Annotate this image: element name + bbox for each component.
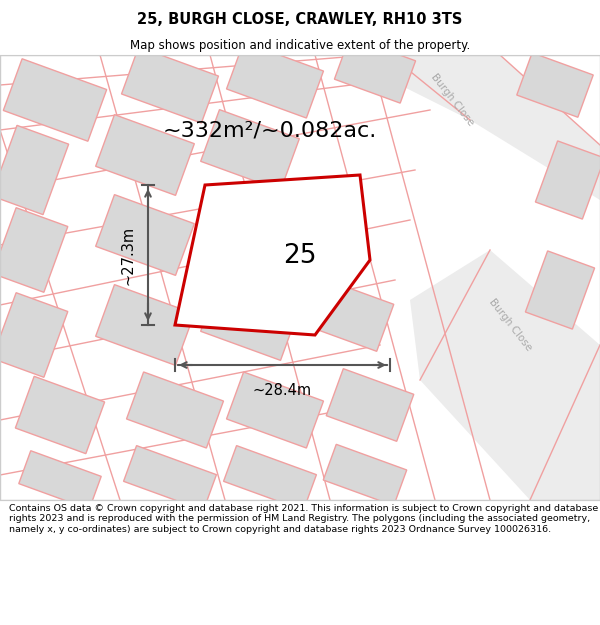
Text: Burgh Close: Burgh Close bbox=[428, 72, 475, 128]
Polygon shape bbox=[410, 250, 600, 500]
Polygon shape bbox=[95, 284, 194, 366]
Polygon shape bbox=[4, 59, 107, 141]
Text: Map shows position and indicative extent of the property.: Map shows position and indicative extent… bbox=[130, 39, 470, 51]
Polygon shape bbox=[127, 372, 223, 448]
Text: 25, BURGH CLOSE, CRAWLEY, RH10 3TS: 25, BURGH CLOSE, CRAWLEY, RH10 3TS bbox=[137, 12, 463, 27]
Polygon shape bbox=[124, 446, 217, 511]
Text: ~27.3m: ~27.3m bbox=[121, 226, 136, 284]
Polygon shape bbox=[306, 279, 394, 351]
Polygon shape bbox=[200, 109, 299, 191]
Polygon shape bbox=[224, 446, 316, 511]
Polygon shape bbox=[16, 376, 104, 454]
Polygon shape bbox=[175, 175, 370, 335]
Polygon shape bbox=[95, 114, 194, 196]
Text: 25: 25 bbox=[283, 243, 317, 269]
Polygon shape bbox=[334, 37, 416, 103]
Polygon shape bbox=[0, 126, 68, 214]
Polygon shape bbox=[370, 55, 600, 200]
Polygon shape bbox=[535, 141, 600, 219]
Text: ~332m²/~0.082ac.: ~332m²/~0.082ac. bbox=[163, 120, 377, 140]
Polygon shape bbox=[526, 251, 595, 329]
Text: ~28.4m: ~28.4m bbox=[253, 383, 312, 398]
Polygon shape bbox=[517, 52, 593, 118]
Polygon shape bbox=[200, 189, 299, 271]
Polygon shape bbox=[323, 444, 407, 506]
Polygon shape bbox=[0, 208, 68, 292]
Polygon shape bbox=[122, 47, 218, 123]
Polygon shape bbox=[200, 279, 299, 361]
Text: Contains OS data © Crown copyright and database right 2021. This information is : Contains OS data © Crown copyright and d… bbox=[9, 504, 598, 534]
Polygon shape bbox=[227, 372, 323, 448]
Text: Burgh Close: Burgh Close bbox=[487, 297, 533, 353]
Polygon shape bbox=[95, 194, 194, 276]
Polygon shape bbox=[0, 292, 68, 378]
Polygon shape bbox=[19, 451, 101, 509]
Polygon shape bbox=[227, 42, 323, 118]
Polygon shape bbox=[326, 369, 414, 441]
